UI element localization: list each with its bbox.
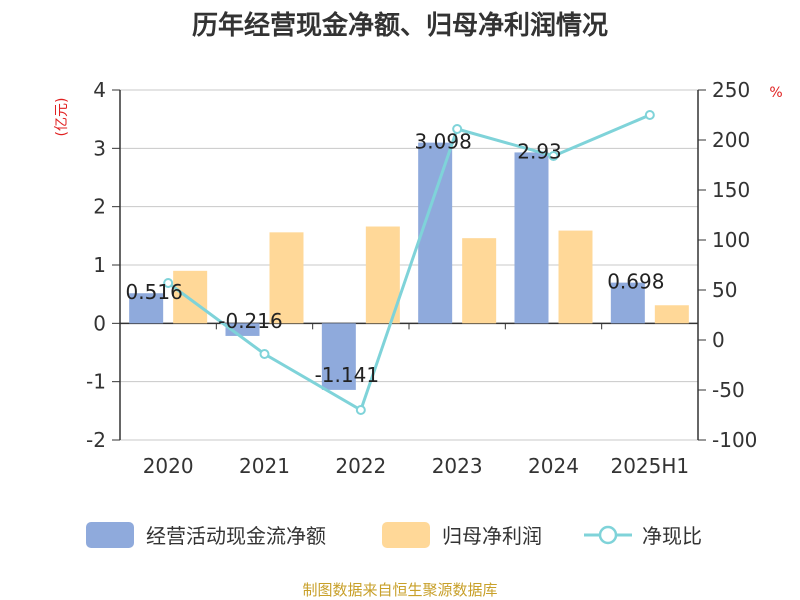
right-tick-label: 100 — [712, 228, 750, 252]
cash-ratio-point — [452, 124, 463, 134]
source-note: 制图数据来自恒生聚源数据库 — [302, 581, 497, 599]
right-tick-label: 200 — [712, 128, 750, 152]
bar-operating-cash-flow — [514, 152, 549, 324]
left-tick-label: 1 — [93, 253, 106, 277]
gridlines — [120, 89, 698, 441]
x-tick-label: 2020 — [143, 454, 194, 478]
bar-net-profit — [365, 226, 400, 324]
legend: 经营活动现金流净额 归母净利润 净现比 — [86, 522, 702, 548]
bars — [129, 142, 689, 390]
bar-data-label: 0.516 — [126, 280, 183, 304]
bar-data-label: 3.098 — [415, 130, 472, 154]
ratio-line — [163, 110, 655, 415]
bar-net-profit — [462, 238, 497, 324]
left-tick-label: 4 — [93, 78, 106, 102]
left-tick-label: 3 — [93, 136, 106, 160]
right-tick-label: 50 — [712, 278, 737, 302]
legend-label-operating-cash-flow: 经营活动现金流净额 — [146, 524, 326, 548]
cash-ratio-line — [167, 113, 651, 413]
right-tick-label: 150 — [712, 178, 750, 202]
legend-swatch-net-profit — [382, 522, 430, 548]
left-axis-unit: (亿元) — [54, 98, 70, 137]
legend-swatch-operating-cash-flow — [86, 522, 134, 548]
bar-operating-cash-flow — [321, 323, 356, 390]
bar-data-label: 0.698 — [607, 270, 664, 294]
data-labels: 0.516 -0.216 -1.141 3.098 2.93 0.698 — [126, 130, 665, 387]
right-axis-ticks: 250 200 150 100 50 0 -50 -100 — [698, 78, 757, 452]
left-tick-label: -2 — [86, 428, 106, 452]
left-tick-label: 2 — [93, 195, 106, 219]
right-axis-unit: % — [769, 85, 782, 101]
bar-operating-cash-flow — [418, 142, 453, 324]
bar-net-profit — [558, 230, 593, 324]
bar-data-label: 2.93 — [517, 139, 562, 163]
x-tick-label: 2021 — [239, 454, 290, 478]
cash-ratio-point — [644, 110, 655, 120]
legend-label-net-profit: 归母净利润 — [442, 524, 542, 548]
chart-title: 历年经营现金净额、归母净利润情况 — [192, 10, 608, 41]
cash-ratio-point — [548, 151, 559, 161]
x-axis-ticks: 2020 2021 2022 2023 2024 2025H1 — [119, 323, 689, 478]
left-axis-ticks: 4 3 2 1 0 -1 -2 — [86, 78, 120, 452]
right-tick-label: -100 — [712, 428, 757, 452]
bar-operating-cash-flow — [129, 293, 164, 324]
x-tick-label: 2023 — [432, 454, 483, 478]
cash-ratio-point — [355, 405, 366, 415]
cash-ratio-point — [163, 278, 174, 288]
legend-label-cash-ratio: 净现比 — [642, 524, 702, 548]
bar-net-profit — [173, 270, 208, 324]
right-tick-label: -50 — [712, 378, 745, 402]
cash-ratio-point — [259, 349, 270, 359]
legend-marker-cash-ratio — [598, 525, 618, 545]
x-tick-label: 2022 — [335, 454, 386, 478]
right-tick-label: 0 — [712, 328, 725, 352]
bar-data-label: -1.141 — [315, 363, 379, 387]
right-tick-label: 250 — [712, 78, 750, 102]
x-tick-label: 2025H1 — [610, 454, 689, 478]
bar-data-label: -0.216 — [218, 309, 282, 333]
x-tick-label: 2024 — [528, 454, 579, 478]
left-tick-label: -1 — [86, 370, 106, 394]
left-tick-label: 0 — [93, 311, 106, 335]
bar-operating-cash-flow — [610, 282, 645, 324]
bar-net-profit — [654, 305, 689, 324]
bar-net-profit — [269, 232, 304, 324]
